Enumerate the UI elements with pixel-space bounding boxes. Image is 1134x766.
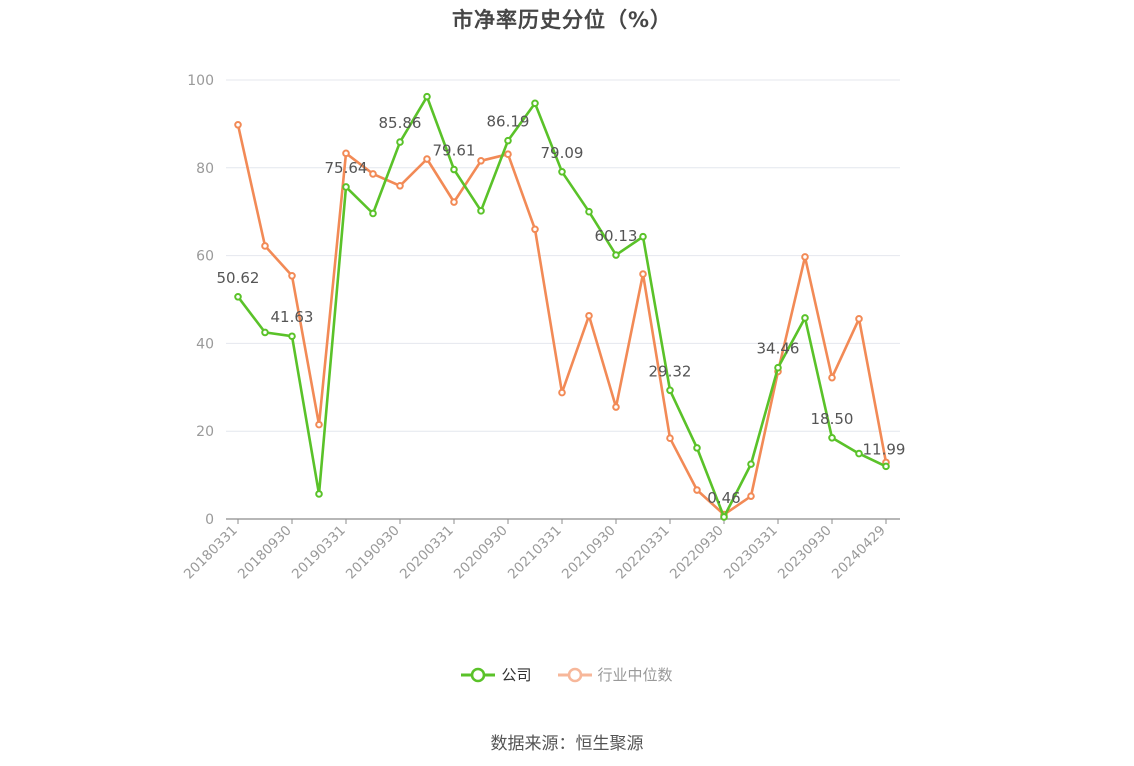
industry-data-point[interactable] <box>261 242 269 250</box>
y-tick-label: 0 <box>205 512 214 528</box>
company-data-label: 0.46 <box>707 489 740 507</box>
y-tick-label: 100 <box>187 73 214 89</box>
x-tick-label: 20200930 <box>451 523 511 583</box>
company-data-point[interactable] <box>450 165 458 174</box>
industry-data-point[interactable] <box>612 403 620 411</box>
company-data-point[interactable] <box>396 138 404 146</box>
company-data-point[interactable] <box>315 490 323 498</box>
company-data-point[interactable] <box>234 292 242 301</box>
industry-data-point[interactable] <box>504 150 512 158</box>
company-data-label: 85.86 <box>379 114 422 132</box>
company-data-point[interactable] <box>882 462 890 471</box>
industry-data-point[interactable] <box>639 270 647 278</box>
company-data-point[interactable] <box>612 251 620 259</box>
industry-data-point[interactable] <box>342 149 350 158</box>
y-tick-label: 20 <box>196 424 214 440</box>
x-tick-label: 20210930 <box>559 523 619 583</box>
company-data-label: 50.62 <box>217 269 260 287</box>
industry-data-point[interactable] <box>450 198 458 206</box>
company-data-label: 18.50 <box>811 410 854 428</box>
industry-data-point[interactable] <box>666 434 674 443</box>
industry-data-point[interactable] <box>828 373 836 382</box>
company-data-point[interactable] <box>828 433 836 442</box>
x-tick-label: 20210331 <box>505 523 565 583</box>
company-data-point[interactable] <box>774 363 782 372</box>
x-tick-label: 20220331 <box>613 523 673 583</box>
company-data-point[interactable] <box>558 167 566 176</box>
chart-title: 市净率历史分位（%） <box>451 8 673 32</box>
industry-data-point[interactable] <box>801 253 809 261</box>
company-data-label: 11.99 <box>863 440 906 458</box>
x-tick-label: 20230331 <box>721 523 781 583</box>
industry-data-point[interactable] <box>747 492 755 500</box>
company-data-point[interactable] <box>855 449 863 458</box>
legend-item-industry[interactable]: 行业中位数 <box>557 664 673 685</box>
company-data-label: 86.19 <box>487 113 530 131</box>
legend-label-company: 公司 <box>501 666 532 684</box>
industry-data-point[interactable] <box>477 156 485 165</box>
company-data-point[interactable] <box>801 314 809 322</box>
chart-legend: 公司 行业中位数 <box>0 664 1134 685</box>
x-tick-label: 20190331 <box>289 523 349 583</box>
x-tick-label: 20190930 <box>343 523 403 583</box>
company-data-point[interactable] <box>423 92 431 101</box>
industry-data-point[interactable] <box>288 271 296 280</box>
industry-data-point[interactable] <box>531 225 539 234</box>
company-data-point[interactable] <box>504 136 512 145</box>
industry-data-point[interactable] <box>855 315 863 323</box>
industry-data-point[interactable] <box>315 420 323 429</box>
company-data-point[interactable] <box>693 444 701 452</box>
x-tick-label: 20180331 <box>181 523 241 583</box>
x-tick-label: 20180930 <box>235 523 295 583</box>
legend-label-industry: 行业中位数 <box>597 666 673 684</box>
legend-item-company[interactable]: 公司 <box>461 664 532 685</box>
company-data-point[interactable] <box>747 460 755 468</box>
industry-data-point[interactable] <box>585 311 593 320</box>
industry-data-point[interactable] <box>558 388 566 397</box>
company-data-label: 75.64 <box>325 159 368 177</box>
company-data-point[interactable] <box>639 232 647 241</box>
company-data-point[interactable] <box>585 207 593 216</box>
company-data-label: 60.13 <box>595 227 638 245</box>
y-tick-label: 40 <box>196 336 214 352</box>
x-tick-label: 20240429 <box>829 523 889 583</box>
industry-data-point[interactable] <box>693 486 701 494</box>
company-data-label: 41.63 <box>271 308 314 326</box>
company-data-point[interactable] <box>666 386 674 395</box>
company-data-label: 79.09 <box>541 144 584 162</box>
company-data-point[interactable] <box>369 209 377 218</box>
x-tick-label: 20200331 <box>397 523 457 583</box>
company-data-label: 79.61 <box>433 142 476 160</box>
y-tick-label: 60 <box>196 249 214 265</box>
company-data-point[interactable] <box>531 99 539 108</box>
industry-data-point[interactable] <box>369 170 377 178</box>
company-data-point[interactable] <box>720 513 728 521</box>
industry-data-point[interactable] <box>423 155 431 163</box>
company-data-label: 34.46 <box>757 340 800 358</box>
company-data-point[interactable] <box>288 332 296 341</box>
source-note: 数据来源：恒生聚源 <box>490 734 644 754</box>
x-tick-label: 20230930 <box>775 523 835 583</box>
industry-data-point[interactable] <box>234 120 242 129</box>
y-tick-label: 80 <box>196 161 214 177</box>
industry-data-point[interactable] <box>396 181 404 190</box>
company-data-label: 29.32 <box>649 362 692 380</box>
x-tick-label: 20220930 <box>667 523 727 583</box>
legend-swatch-company-icon <box>461 667 496 682</box>
company-data-point[interactable] <box>477 207 485 215</box>
legend-swatch-industry-icon <box>557 667 592 682</box>
company-data-point[interactable] <box>342 183 350 191</box>
company-data-point[interactable] <box>261 328 269 337</box>
